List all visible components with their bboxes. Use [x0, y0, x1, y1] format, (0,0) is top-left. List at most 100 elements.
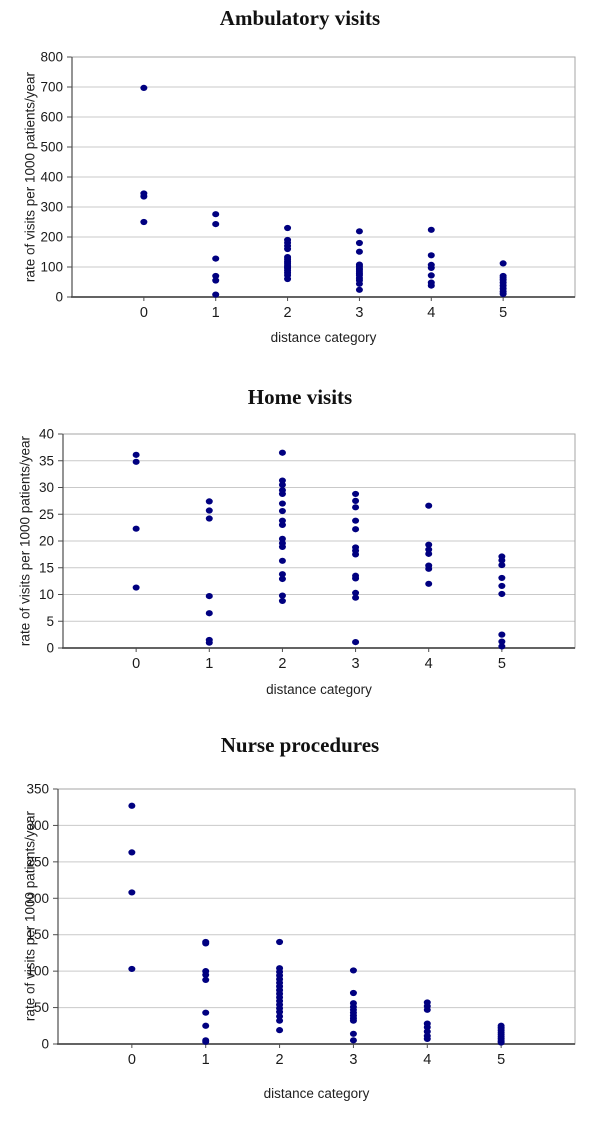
data-point — [352, 526, 360, 533]
data-point — [212, 221, 220, 228]
data-point — [352, 639, 360, 646]
x-tick-label: 2 — [284, 305, 292, 321]
data-point — [276, 1027, 284, 1034]
y-tick-label: 500 — [40, 140, 63, 155]
data-point — [202, 1009, 210, 1016]
data-point — [352, 589, 360, 596]
data-point — [498, 557, 506, 564]
data-point — [423, 1024, 431, 1031]
y-tick-label: 200 — [26, 891, 49, 906]
data-point — [278, 507, 286, 515]
data-point — [352, 551, 360, 558]
data-point — [128, 802, 136, 809]
data-point — [349, 1017, 357, 1024]
data-point — [349, 967, 357, 974]
data-point — [128, 849, 136, 856]
data-point — [423, 1035, 431, 1042]
data-point — [212, 211, 220, 218]
data-point — [423, 1028, 431, 1035]
x-tick-label: 4 — [425, 656, 433, 672]
x-axis-label: distance category — [270, 330, 377, 345]
y-tick-label: 25 — [39, 507, 54, 522]
y-tick-label: 700 — [40, 80, 63, 95]
chart-title-home: Home visits — [247, 385, 353, 409]
data-point — [499, 290, 507, 298]
data-point — [355, 228, 363, 235]
data-point — [278, 490, 286, 498]
data-point — [355, 248, 363, 255]
y-tick-label: 20 — [39, 534, 54, 549]
data-point — [498, 643, 506, 650]
data-point — [205, 610, 213, 617]
x-tick-label: 4 — [427, 305, 435, 321]
y-tick-label: 600 — [40, 110, 63, 125]
y-tick-label: 40 — [39, 427, 54, 442]
data-point — [132, 451, 140, 458]
data-point — [212, 272, 220, 280]
data-point — [498, 631, 506, 638]
x-tick-label: 3 — [349, 1052, 357, 1068]
data-point — [352, 517, 360, 524]
x-tick-label: 1 — [212, 305, 220, 321]
y-tick-label: 0 — [41, 1037, 49, 1052]
data-point — [499, 260, 507, 267]
x-axis-label: distance category — [266, 682, 372, 697]
data-point — [352, 575, 360, 582]
data-point — [202, 940, 210, 947]
y-tick-label: 200 — [40, 230, 63, 245]
x-tick-label: 5 — [499, 305, 507, 321]
x-tick-label: 2 — [276, 1052, 284, 1068]
chart-title-nurse: Nurse procedures — [220, 733, 380, 757]
data-point — [349, 989, 357, 997]
data-point — [355, 286, 363, 293]
x-tick-label: 4 — [423, 1052, 431, 1068]
y-tick-label: 10 — [39, 587, 54, 602]
chart-title-ambulatory: Ambulatory visits — [219, 6, 381, 30]
data-point — [278, 521, 286, 529]
y-tick-label: 50 — [34, 1000, 49, 1015]
data-point — [140, 193, 148, 200]
data-point — [278, 477, 286, 484]
data-point — [276, 1013, 284, 1020]
data-point — [205, 515, 213, 522]
data-point — [278, 517, 286, 524]
data-point — [427, 226, 435, 233]
data-point — [425, 546, 433, 553]
y-tick-label: 5 — [46, 614, 54, 629]
y-tick-label: 0 — [55, 290, 63, 305]
data-point — [284, 275, 292, 283]
data-point — [276, 1017, 284, 1024]
data-point — [352, 490, 360, 498]
data-point — [498, 638, 506, 645]
data-point — [498, 582, 506, 590]
data-point — [425, 541, 433, 548]
data-point — [349, 1037, 357, 1044]
x-tick-label: 0 — [140, 305, 148, 321]
y-tick-label: 300 — [40, 200, 63, 215]
scatter-plot-home: 0 5 10 15 20 25 30 35 40 0 1 2 3 4 5 — [39, 427, 576, 672]
data-point — [202, 976, 210, 983]
data-point — [427, 282, 435, 289]
scatter-plot-ambulatory: 0 100 200 300 400 500 600 700 800 0 1 2 3 4 5 — [40, 50, 576, 321]
data-point — [205, 639, 213, 646]
data-point — [132, 584, 140, 591]
data-point — [128, 965, 136, 973]
data-point — [497, 1039, 505, 1046]
data-point — [284, 245, 292, 253]
data-point — [140, 218, 148, 226]
y-tick-label: 30 — [39, 480, 54, 495]
data-point — [352, 497, 360, 504]
data-point — [427, 252, 435, 259]
x-tick-label: 1 — [202, 1052, 210, 1068]
scatter-plot-nurse: 0 50 100 150 200 250 300 350 0 1 2 3 4 5 — [26, 782, 576, 1068]
x-tick-label: 0 — [128, 1052, 136, 1068]
data-point — [278, 571, 286, 578]
y-tick-label: 250 — [26, 854, 49, 869]
data-point — [349, 1030, 357, 1037]
y-tick-label: 300 — [26, 818, 49, 833]
data-point — [278, 575, 286, 583]
y-tick-label: 350 — [26, 782, 49, 797]
data-point — [278, 597, 286, 605]
x-tick-label: 1 — [205, 656, 213, 672]
